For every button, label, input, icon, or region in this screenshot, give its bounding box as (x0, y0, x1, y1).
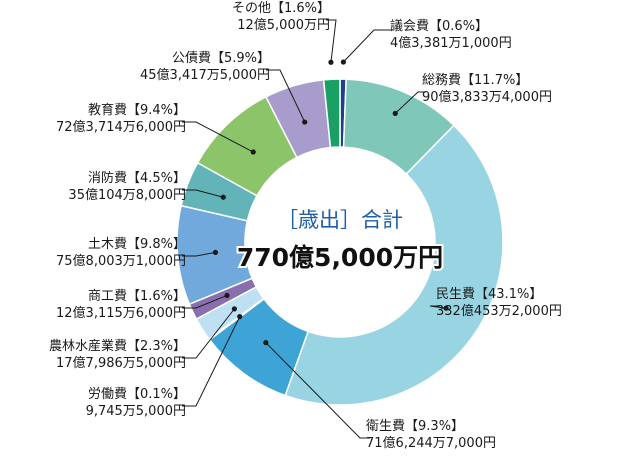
slice-label-7: 土木費【9.8%】 (88, 237, 186, 252)
slice-percent-3: 【9.3%】 (405, 419, 464, 434)
slice-category-9: 教育費 (88, 102, 127, 118)
slice-2 (284, 124, 504, 406)
slice-label-11: その他【1.6%】 (232, 1, 330, 16)
slice-11 (322, 78, 341, 149)
slice-amount-7: 75億8,003万1,000円 (56, 253, 186, 269)
slice-amount-0: 4億3,381万1,000円 (390, 35, 512, 51)
slice-category-6: 商工費 (88, 289, 127, 304)
slice-category-7: 土木費 (88, 237, 127, 252)
center-total: 770億5,000万円 (237, 243, 443, 272)
slice-category-3: 衛生費 (366, 419, 405, 434)
slice-percent-4: 【0.1%】 (127, 387, 186, 402)
slice-label-2: 民生費【43.1%】 (436, 287, 542, 302)
slice-label-4: 労働費【0.1%】 (88, 387, 186, 402)
slice-category-1: 総務費 (422, 73, 461, 88)
center-title: ［歳出］合計 (277, 208, 403, 232)
slice-category-4: 労働費 (88, 387, 127, 402)
slice-amount-2: 332億453万2,000円 (436, 303, 562, 319)
leader-line-8 (182, 189, 224, 198)
slice-percent-0: 【0.6%】 (429, 19, 488, 34)
slice-label-5: 農林水産業費【2.3%】 (49, 338, 186, 354)
leader-line-4 (182, 316, 241, 407)
slice-amount-5: 17億7,986万5,000円 (56, 355, 186, 371)
leader-line-6 (182, 294, 228, 309)
slice-category-11: その他 (232, 1, 271, 16)
leader-line-9 (182, 121, 254, 153)
slice-amount-9: 72億3,714万6,000円 (56, 119, 186, 135)
slice-percent-8: 【4.5%】 (127, 171, 186, 186)
slice-label-9: 教育費【9.4%】 (88, 102, 186, 118)
slice-amount-10: 45億3,417万5,000円 (140, 67, 270, 83)
slice-percent-9: 【9.4%】 (127, 103, 186, 118)
slice-percent-2: 【43.1%】 (475, 287, 542, 302)
slice-label-0: 議会費【0.6%】 (390, 19, 488, 34)
slice-label-1: 総務費【11.7%】 (422, 73, 528, 88)
slice-label-8: 消防費【4.5%】 (88, 170, 186, 186)
slice-label-3: 衛生費【9.3%】 (366, 419, 464, 434)
slice-amount-3: 71億6,244万7,000円 (366, 435, 496, 451)
slice-category-2: 民生費 (436, 287, 475, 302)
slice-amount-1: 90億3,833万4,000円 (422, 89, 552, 105)
slice-percent-5: 【2.3%】 (127, 339, 186, 354)
slice-amount-6: 12億3,115万6,000円 (56, 305, 186, 321)
slice-percent-7: 【9.8%】 (127, 237, 186, 252)
leader-line-1 (394, 91, 426, 114)
slice-category-0: 議会費 (390, 19, 429, 34)
slice-percent-1: 【11.7%】 (461, 73, 528, 88)
slice-amount-8: 35億104万8,000円 (68, 187, 186, 203)
slice-category-5: 農林水産業費 (49, 338, 127, 354)
slice-amount-11: 12億5,000万円 (237, 17, 330, 33)
leader-line-3 (265, 342, 370, 439)
leader-line-7 (182, 251, 216, 257)
leader-line-0 (343, 29, 394, 63)
leader-line-10 (266, 69, 306, 123)
slice-label-10: 公債費【5.9%】 (172, 51, 270, 66)
leader-line-5 (182, 308, 235, 359)
leader-line-11 (326, 19, 337, 63)
slice-category-10: 公債費 (172, 51, 211, 66)
slice-percent-11: 【1.6%】 (271, 1, 330, 16)
leader-line-2 (429, 305, 447, 309)
slice-category-8: 消防費 (88, 170, 127, 186)
slice-percent-6: 【1.6%】 (127, 289, 186, 304)
leader-dot-11 (328, 59, 334, 65)
slice-label-6: 商工費【1.6%】 (88, 289, 186, 304)
slice-amount-4: 9,745万5,000円 (86, 404, 186, 419)
slice-percent-10: 【5.9%】 (211, 51, 270, 66)
